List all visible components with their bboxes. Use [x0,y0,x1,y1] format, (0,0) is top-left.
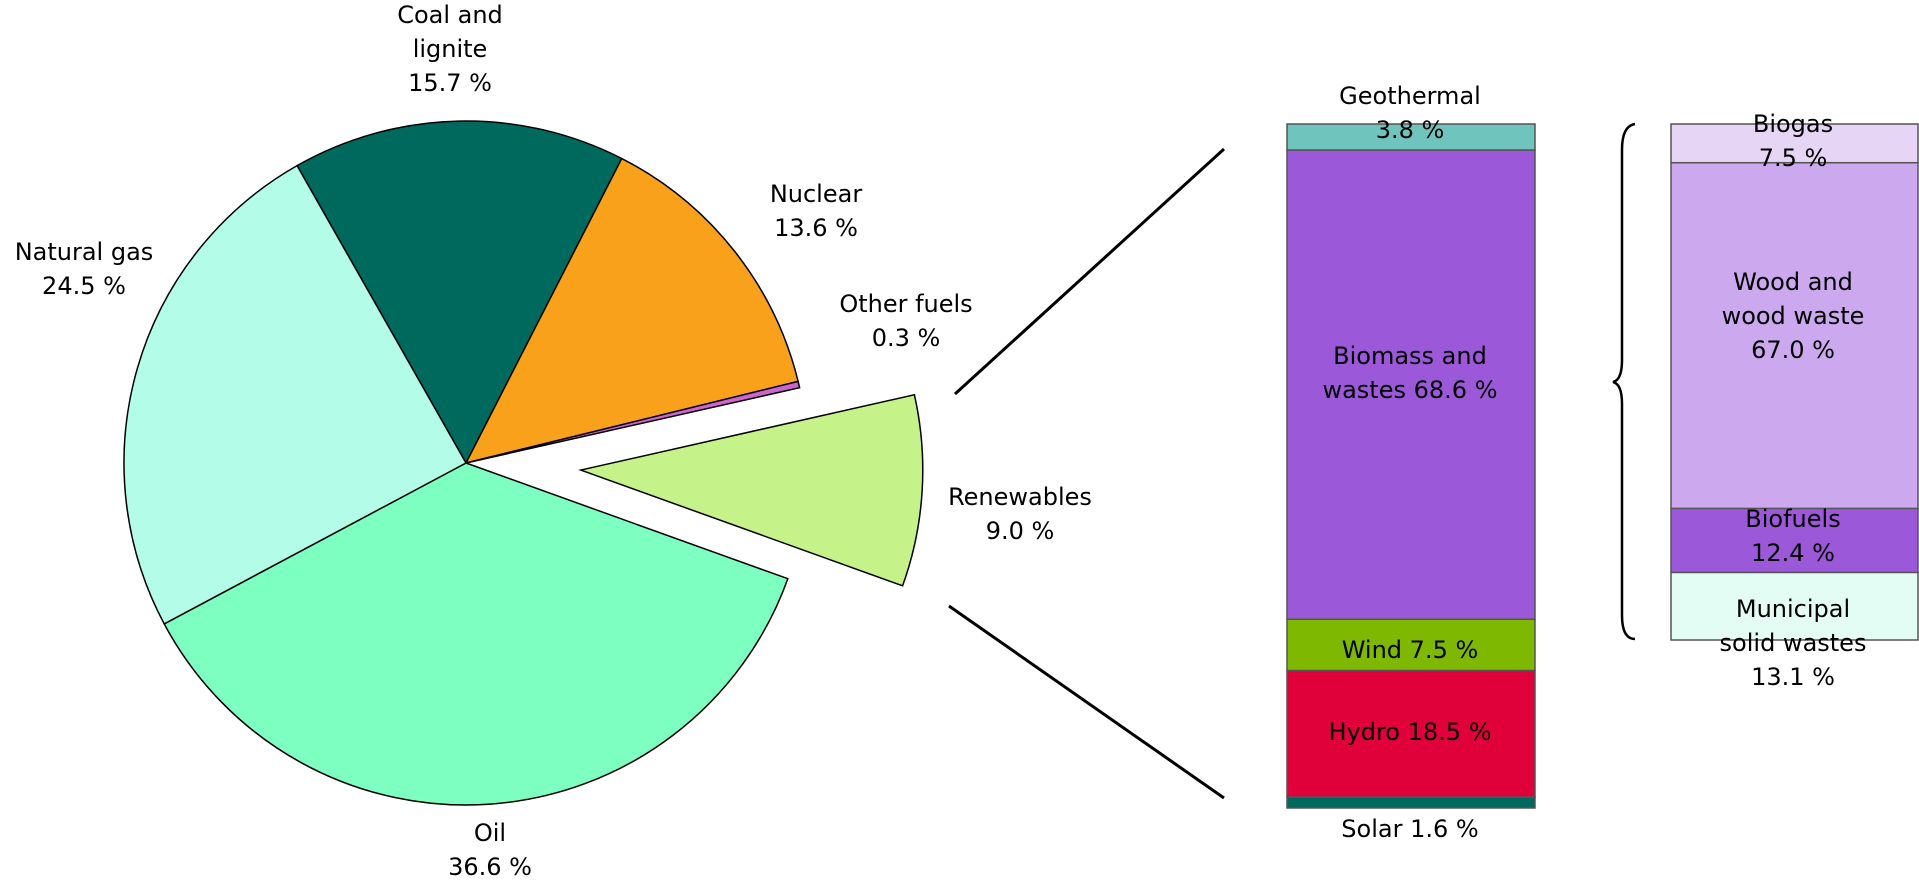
value-label: 7.5 % [1758,144,1828,172]
bar-segment [1670,571,1919,641]
value-label: 7.5 % [1409,636,1479,664]
value-label: 1.6 % [1410,815,1479,843]
pie-slice [465,380,801,464]
pie-slice [163,462,789,806]
bar-segment [1670,123,1919,164]
label: Renewables 9.0 % [948,480,1092,548]
label: Other fuels 0.3 % [839,287,972,355]
value-label: 24.5 % [42,272,126,300]
bar-segment [1286,618,1536,672]
category-label: Biomass and wastes [1322,342,1487,404]
label: Biofuels 12.4 % [1745,502,1840,570]
label: Natural gas 24.5 % [15,235,154,303]
category-label: Biofuels [1745,505,1841,533]
value-label: 36.6 % [448,853,532,881]
pie-slice [578,393,924,587]
category-label: Natural gas [14,238,154,266]
category-label: Municipal solid wastes [1719,595,1867,657]
category-label: Nuclear [769,180,863,208]
category-label: Geothermal [1339,82,1481,110]
label: Hydro 18.5 % [1328,715,1491,749]
label: Wood and wood waste 67.0 % [1713,265,1873,367]
brace [1612,122,1636,641]
bar-segment [1286,796,1536,809]
bar-segment [1286,149,1536,620]
value-label: 12.4 % [1751,539,1835,567]
connector-line [948,604,1225,800]
value-label: 13.1 % [1751,663,1835,691]
value-label: 18.5 % [1407,718,1492,746]
connector-line [953,147,1226,396]
bar-segment [1286,669,1536,798]
value-label: 67.0 % [1751,336,1835,364]
pie-slice [464,157,800,465]
category-label: Coal and lignite [397,1,503,63]
bar-segment [1286,123,1536,151]
label: Solar 1.6 % [1341,812,1478,846]
label: Oil 36.6 % [448,816,532,884]
pie-slice [296,120,623,465]
category-label: Renewables [948,483,1092,511]
category-label: Oil [473,819,507,847]
category-label: Other fuels [839,290,973,318]
value-label: 15.7 % [408,69,492,97]
value-label: 13.6 % [774,214,858,242]
category-label: Wood and wood waste [1721,268,1865,330]
category-label: Hydro [1328,718,1400,746]
bar-segment [1670,161,1919,510]
category-label: Solar [1341,815,1403,843]
value-label: 3.8 % [1375,116,1445,144]
category-label: Wind [1341,636,1403,664]
label: Biomass and wastes 68.6 % [1310,339,1510,407]
value-label: 0.3 % [871,324,941,352]
value-label: 68.6 % [1413,376,1498,404]
category-label: Biogas [1752,110,1834,138]
pie-slice [123,164,468,625]
label: Geothermal 3.8 % [1339,79,1481,147]
label: Biogas 7.5 % [1730,107,1856,175]
bar-segment [1670,507,1919,574]
label: Nuclear 13.6 % [770,177,862,245]
label: Coal and lignite 15.7 % [385,0,515,100]
value-label: 9.0 % [985,517,1055,545]
label: Wind 7.5 % [1342,633,1479,667]
label: Municipal solid wastes 13.1 % [1713,592,1873,694]
